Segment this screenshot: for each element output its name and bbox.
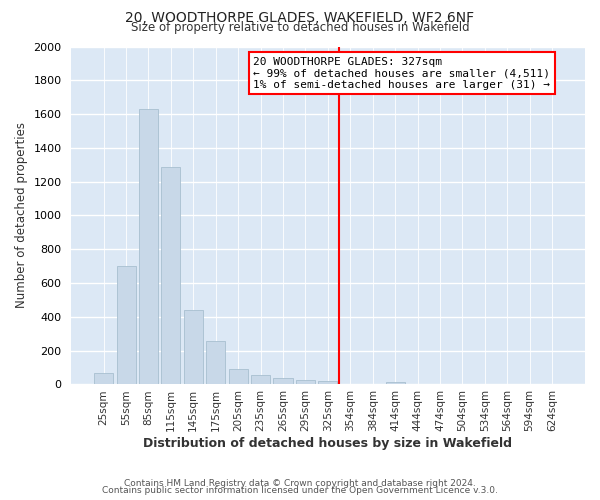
- Bar: [229, 370, 248, 384]
- X-axis label: Distribution of detached houses by size in Wakefield: Distribution of detached houses by size …: [143, 437, 512, 450]
- Bar: [251, 375, 270, 384]
- Bar: [184, 310, 203, 384]
- Bar: [296, 380, 315, 384]
- Text: Contains public sector information licensed under the Open Government Licence v.: Contains public sector information licen…: [102, 486, 498, 495]
- Y-axis label: Number of detached properties: Number of detached properties: [15, 122, 28, 308]
- Bar: [94, 374, 113, 384]
- Text: Contains HM Land Registry data © Crown copyright and database right 2024.: Contains HM Land Registry data © Crown c…: [124, 478, 476, 488]
- Bar: [116, 266, 136, 384]
- Bar: [139, 109, 158, 384]
- Text: 20, WOODTHORPE GLADES, WAKEFIELD, WF2 6NF: 20, WOODTHORPE GLADES, WAKEFIELD, WF2 6N…: [125, 11, 475, 25]
- Text: Size of property relative to detached houses in Wakefield: Size of property relative to detached ho…: [131, 22, 469, 35]
- Bar: [319, 381, 337, 384]
- Text: 20 WOODTHORPE GLADES: 327sqm
← 99% of detached houses are smaller (4,511)
1% of : 20 WOODTHORPE GLADES: 327sqm ← 99% of de…: [253, 56, 550, 90]
- Bar: [161, 168, 181, 384]
- Bar: [206, 342, 225, 384]
- Bar: [386, 382, 404, 384]
- Bar: [274, 378, 293, 384]
